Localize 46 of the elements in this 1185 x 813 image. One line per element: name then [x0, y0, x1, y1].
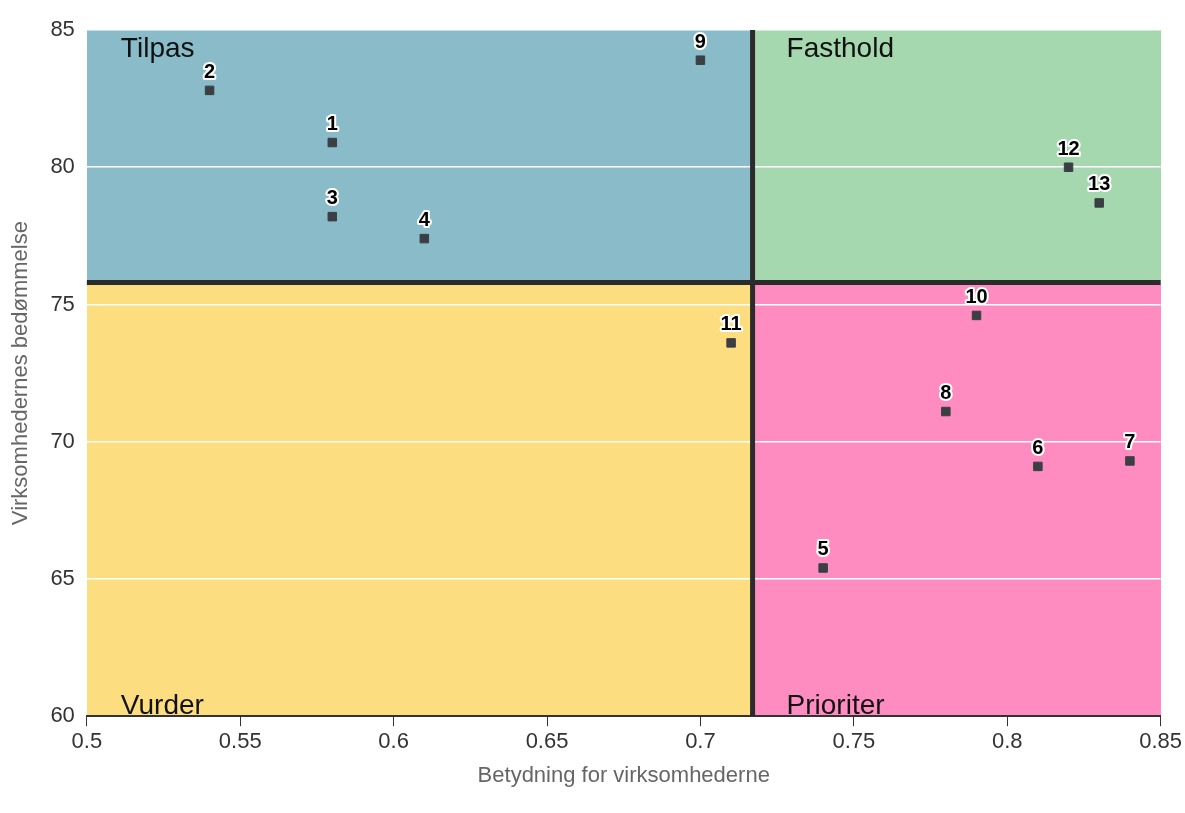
- point: [818, 563, 828, 573]
- text: 7: [1124, 430, 1136, 453]
- x-axis-title: Betydning for virksomhederne: [477, 761, 770, 787]
- y-tick-label: 60: [50, 702, 75, 728]
- point: [1063, 162, 1074, 172]
- text: 2: [204, 59, 216, 82]
- x-tick-label: 0.55: [218, 728, 262, 754]
- text: 3: [326, 186, 338, 209]
- point: [1125, 456, 1135, 466]
- text: 1: [326, 112, 338, 135]
- text: 9: [694, 29, 706, 52]
- annotation: Vurder: [120, 688, 204, 720]
- annotation: Tilpas: [120, 31, 195, 63]
- y-tick-label: 80: [50, 153, 75, 179]
- x-tick-label: 0.5: [71, 728, 103, 754]
- x-tick-label: 0.7: [685, 728, 716, 754]
- x-tick-label: 0.85: [1139, 728, 1182, 754]
- annotation: Fasthold: [786, 31, 894, 63]
- text: 11: [720, 312, 742, 335]
- y-tick-label: 75: [50, 290, 75, 316]
- point: [695, 55, 706, 65]
- point: [941, 406, 951, 417]
- text: 8: [940, 381, 952, 404]
- text: 5: [817, 537, 829, 560]
- point: [419, 233, 430, 244]
- y-tick-label: 65: [50, 565, 75, 591]
- text: 10: [965, 284, 988, 307]
- text: 4: [418, 208, 430, 231]
- y-tick-label: 70: [50, 427, 75, 453]
- annotation: Prioriter: [786, 688, 885, 720]
- point: [327, 137, 338, 148]
- point: [971, 310, 982, 321]
- x-tick-label: 0.75: [832, 728, 876, 754]
- point: [1094, 198, 1104, 208]
- y-axis-title: Virksomhedernes bedømmelse: [7, 221, 33, 526]
- x-tick-label: 0.8: [991, 728, 1023, 754]
- x-tick-label: 0.6: [378, 728, 409, 754]
- point: [327, 211, 338, 222]
- text: 13: [1088, 172, 1111, 195]
- point: [1033, 461, 1043, 472]
- text: 12: [1057, 136, 1080, 159]
- y-tick-label: 85: [50, 16, 75, 42]
- x-tick-label: 0.65: [525, 728, 569, 754]
- text: 6: [1032, 435, 1044, 458]
- point: [726, 338, 736, 348]
- point: [204, 85, 215, 96]
